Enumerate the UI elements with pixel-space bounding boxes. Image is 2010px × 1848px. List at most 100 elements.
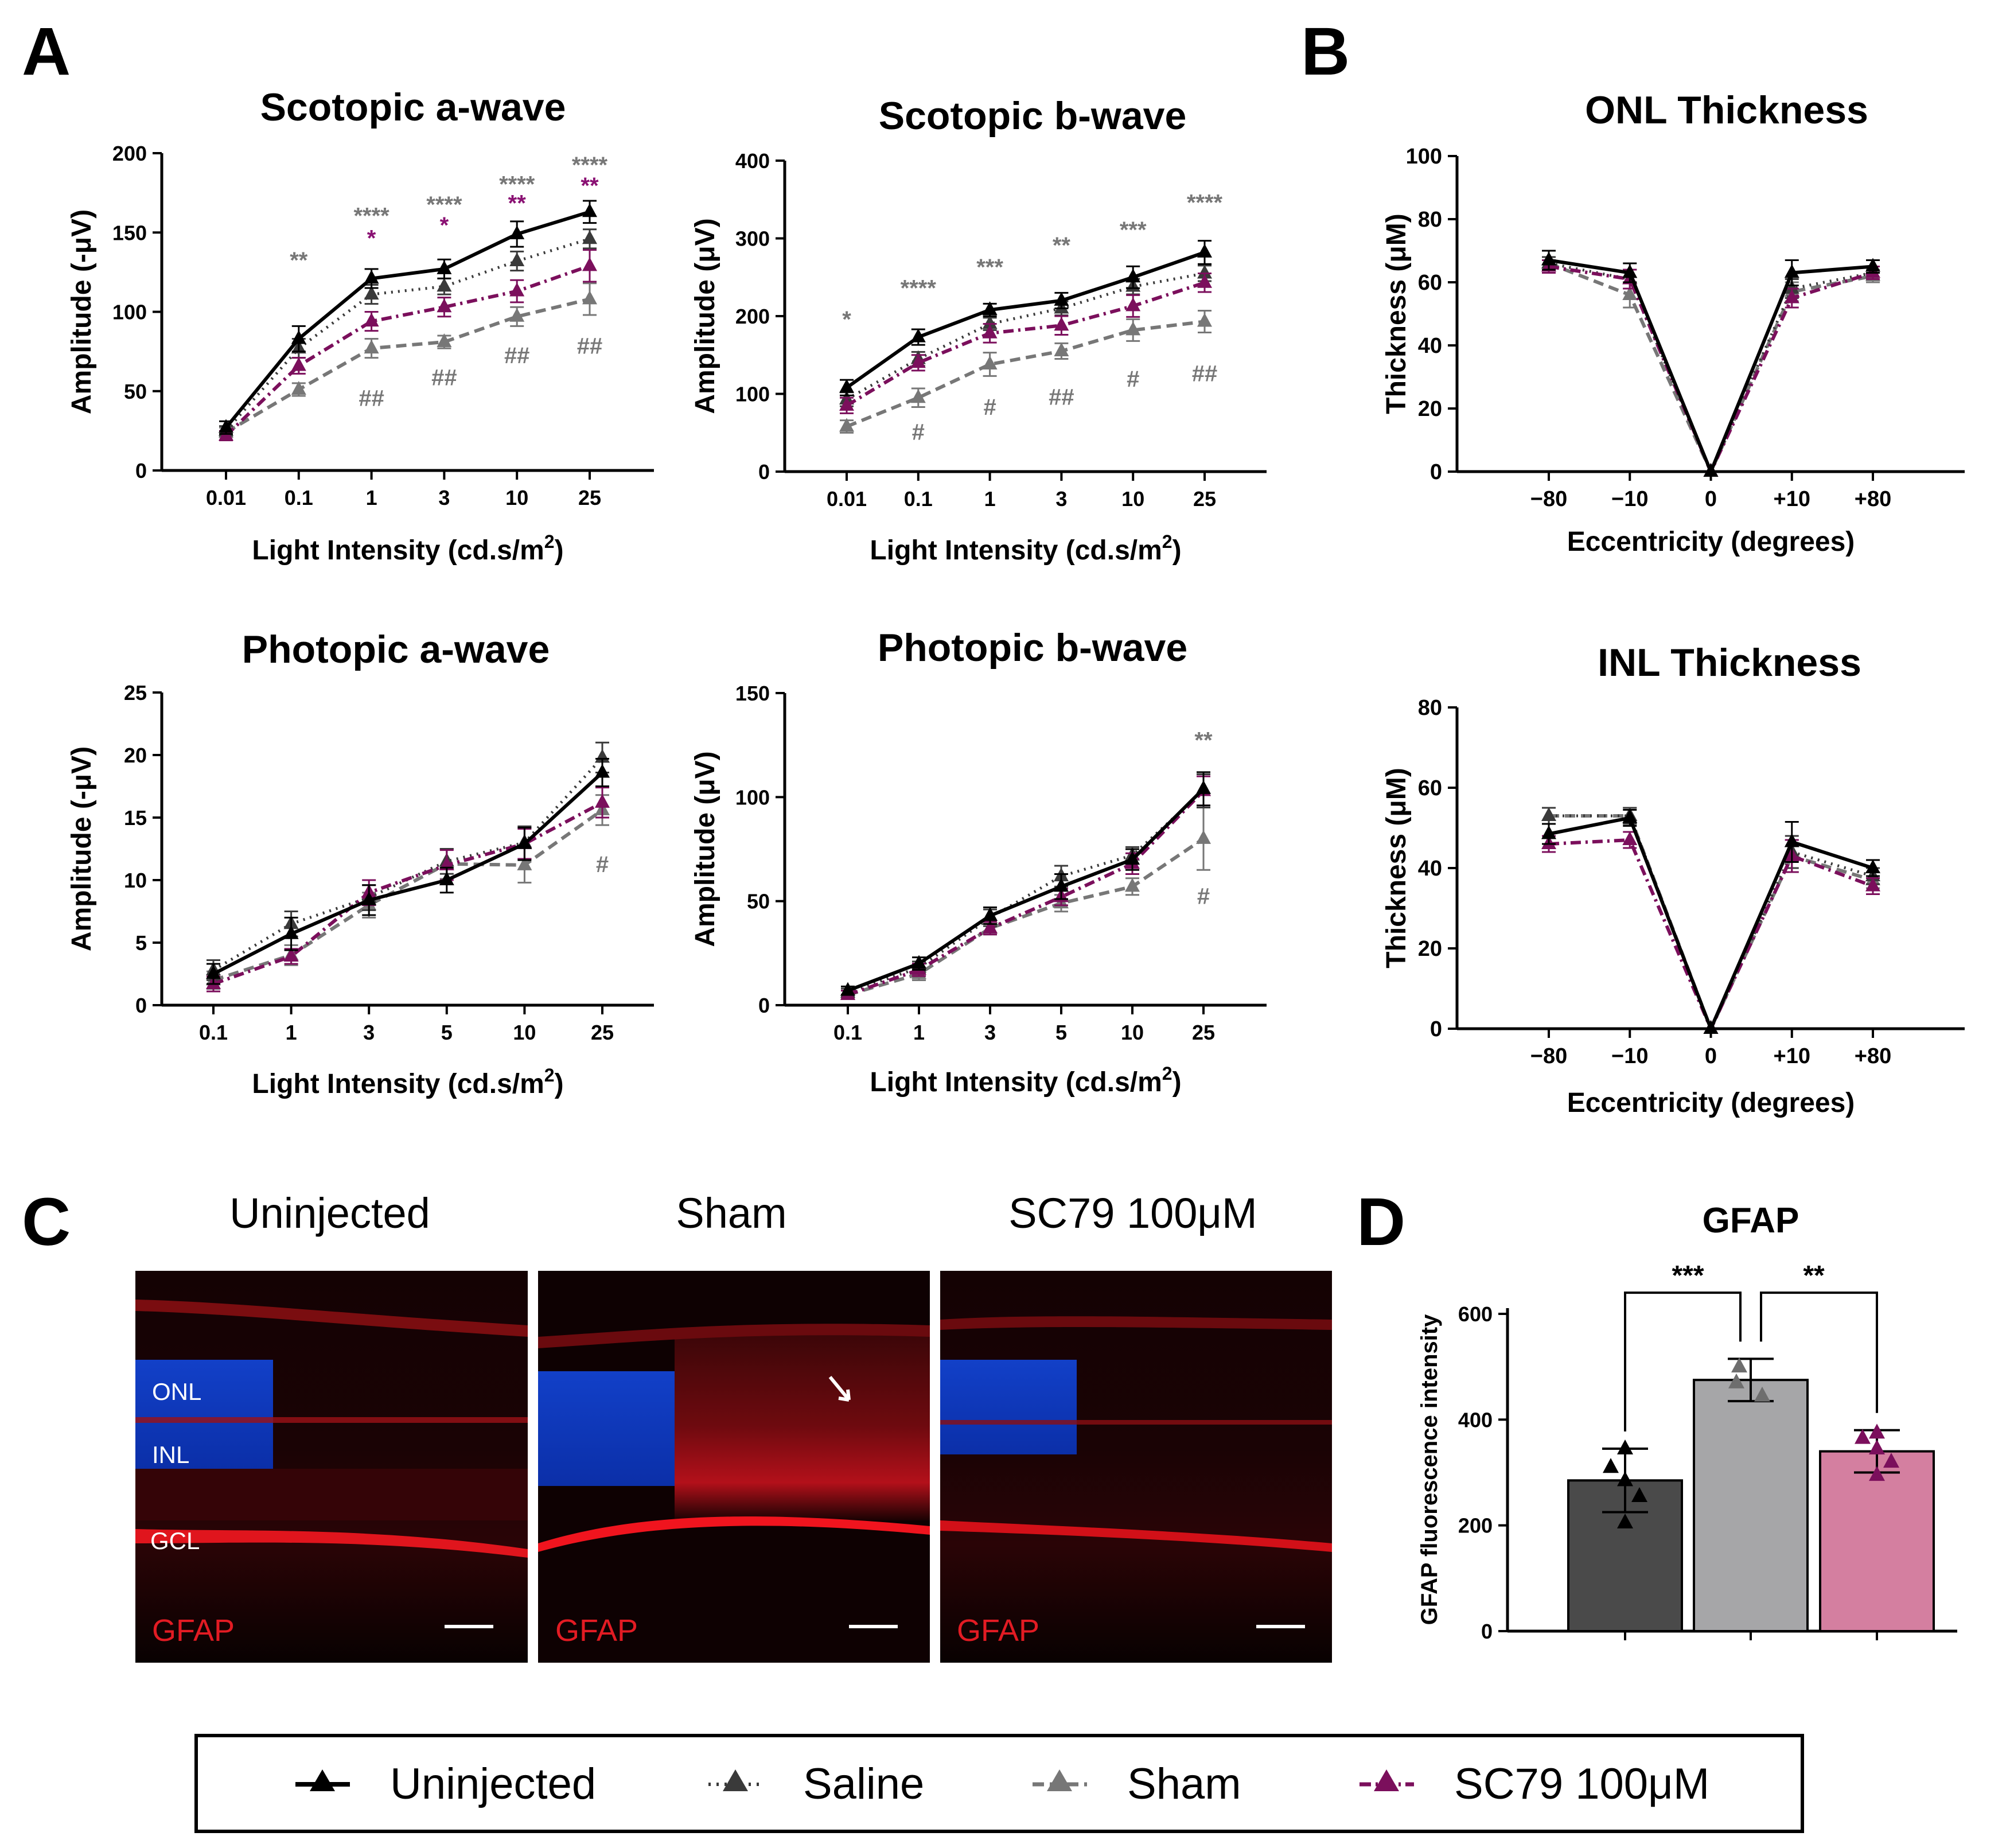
- data-point: [364, 340, 379, 354]
- y-tick-label: 15: [124, 806, 147, 830]
- data-point: [983, 907, 998, 921]
- x-tick-label: 0.1: [285, 486, 313, 509]
- panel-letter-d: D: [1357, 1184, 1405, 1260]
- y-tick-label: 0: [135, 459, 147, 483]
- x-axis-label-text: Light Intensity (cd.s/m: [870, 1067, 1162, 1098]
- data-point: [517, 835, 532, 849]
- series-line: [1549, 814, 1873, 1033]
- x-tick-label: 3: [363, 1021, 375, 1044]
- data-point: [1622, 264, 1638, 278]
- x-axis-label: Eccentricity (degrees): [1567, 1088, 1855, 1118]
- x-tick-label: 5: [441, 1021, 453, 1044]
- data-point: [839, 396, 854, 411]
- series-line: [1548, 838, 1874, 1033]
- data-point: [840, 982, 855, 996]
- significance-marker: **: [1053, 233, 1071, 258]
- chart-scotopic-b-wave: Scotopic b-wave 0 100 200 300 400 0.01 0.1 1 3 10 2…: [690, 94, 1267, 566]
- series-line: [1548, 258, 1873, 476]
- significance-marker: ***: [976, 255, 1003, 280]
- data-point: [982, 324, 998, 339]
- data-point: [291, 380, 306, 395]
- x-tick-label: 0.01: [206, 486, 246, 509]
- y-tick-label: 25: [124, 681, 147, 705]
- x-tick-label: 5: [1055, 1021, 1067, 1044]
- data-point: [1784, 280, 1799, 294]
- chart-photopic-b-wave: Photopic b-wave 0 50 100 150 0.1 1 3 5 10 25 Light …: [690, 626, 1267, 1098]
- legend-label-saline: Saline: [803, 1760, 924, 1808]
- data-point: [364, 270, 379, 284]
- legend-label-sham: Sham: [1127, 1760, 1241, 1808]
- x-axis-label-end: ): [555, 535, 564, 566]
- x-axis-label-sup: 2: [544, 1065, 555, 1086]
- chart-title: INL Thickness: [1598, 641, 1861, 684]
- data-point: [1869, 1440, 1885, 1455]
- significance-marker: #: [912, 419, 925, 445]
- micrograph-title-uninjected: Uninjected: [229, 1189, 430, 1237]
- series-line: [224, 264, 590, 437]
- data-point: [1617, 1514, 1633, 1529]
- series-line: [213, 808, 603, 982]
- y-tick-label: 0: [1430, 460, 1442, 484]
- data-point: [1125, 297, 1141, 312]
- y-tick-label: 400: [1458, 1408, 1493, 1431]
- series-line: [847, 789, 1205, 994]
- significance-marker: **: [581, 173, 599, 199]
- x-axis-label-text: Light Intensity (cd.s/m: [252, 535, 544, 566]
- y-tick-label: 200: [1458, 1514, 1493, 1538]
- x-tick-label: 0: [1705, 1044, 1717, 1068]
- data-point: [1054, 878, 1069, 892]
- series-line: [225, 297, 590, 434]
- significance-marker: ****: [1187, 190, 1223, 216]
- series-line: [212, 756, 603, 972]
- series-sc79-100-m: [839, 272, 1212, 414]
- series-line: [846, 320, 1205, 429]
- data-point: [1617, 1440, 1633, 1455]
- x-tick-label: −10: [1611, 487, 1648, 511]
- data-point: [364, 313, 379, 327]
- chart-title: Photopic b-wave: [878, 626, 1187, 670]
- series-saline: [1541, 255, 1880, 477]
- data-point: [219, 419, 233, 433]
- bar-sham: [1693, 1379, 1809, 1632]
- data-point: [1869, 1423, 1885, 1439]
- x-tick-label: 0.1: [833, 1021, 862, 1044]
- x-tick-label: 10: [1121, 1021, 1144, 1044]
- series-line: [225, 237, 590, 432]
- significance-marker: ##: [577, 333, 603, 359]
- data-point: [1054, 317, 1069, 331]
- data-point: [1197, 313, 1212, 327]
- micrograph-sham: GFAP: [538, 1271, 930, 1663]
- series-line: [847, 789, 1205, 997]
- y-tick-label: 60: [1418, 271, 1442, 295]
- data-point: [911, 955, 926, 969]
- data-point: [1622, 831, 1638, 845]
- y-tick-label: 0: [758, 994, 770, 1017]
- data-point: [1197, 243, 1212, 258]
- y-tick-label: 80: [1418, 208, 1442, 232]
- series-line: [846, 281, 1205, 407]
- y-tick-label: 40: [1418, 857, 1442, 881]
- data-point: [437, 260, 452, 274]
- data-point: [910, 389, 926, 403]
- series-sc79-100-m: [840, 775, 1211, 1000]
- data-point: [1196, 830, 1211, 844]
- y-tick-label: 0: [758, 460, 770, 484]
- data-point: [361, 891, 377, 905]
- data-point: [206, 965, 221, 979]
- series-line: [847, 837, 1205, 997]
- data-point: [1784, 264, 1799, 278]
- data-point: [1855, 1429, 1871, 1444]
- data-point: [1125, 269, 1141, 283]
- series-uninjected: [1541, 250, 1880, 477]
- data-point: [437, 333, 452, 348]
- y-tick-label: 100: [112, 301, 147, 324]
- data-point: [1622, 809, 1638, 823]
- data-point: [439, 872, 454, 885]
- data-point: [582, 230, 597, 244]
- data-point: [910, 354, 926, 368]
- series-uninjected: [839, 240, 1212, 396]
- x-axis-label-end: ): [1172, 535, 1182, 566]
- data-point: [1703, 1020, 1719, 1034]
- series-uninjected: [840, 771, 1211, 996]
- chart-title: GFAP: [1703, 1201, 1799, 1240]
